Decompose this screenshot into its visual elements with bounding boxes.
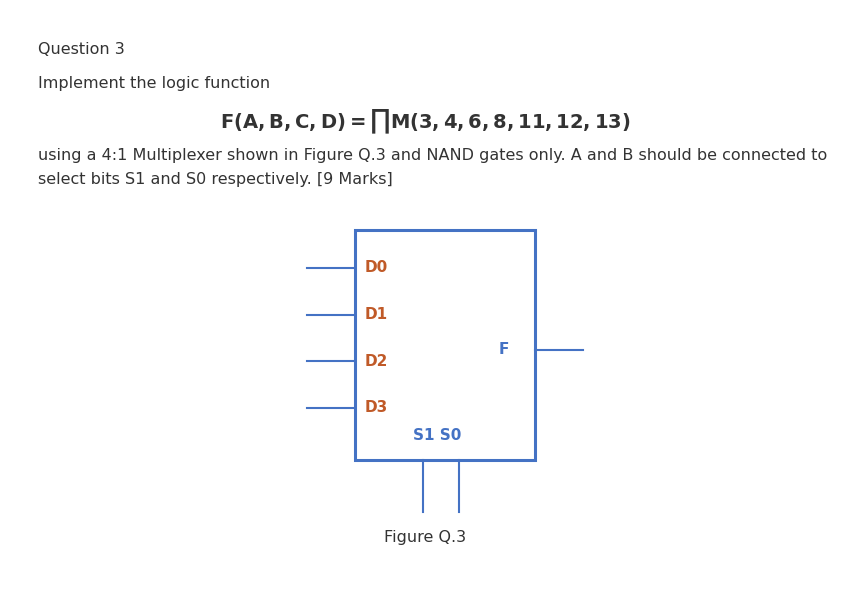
Bar	[355, 230, 535, 460]
Text: Figure Q.3: Figure Q.3	[384, 530, 466, 545]
Text: D1: D1	[365, 307, 388, 322]
Text: F: F	[499, 342, 509, 357]
Text: D2: D2	[365, 354, 388, 369]
Text: using a 4:1 Multiplexer shown in Figure Q.3 and NAND gates only. A and B should : using a 4:1 Multiplexer shown in Figure …	[38, 148, 827, 187]
Text: $\mathbf{F(A, B, C, D) = \prod M(3,4,6,8,11,12,13)}$: $\mathbf{F(A, B, C, D) = \prod M(3,4,6,8…	[220, 108, 630, 136]
Text: D0: D0	[365, 261, 388, 276]
Text: D3: D3	[365, 401, 388, 416]
Text: S1 S0: S1 S0	[412, 429, 461, 444]
Text: Question 3: Question 3	[38, 42, 125, 57]
Text: Implement the logic function: Implement the logic function	[38, 76, 270, 91]
